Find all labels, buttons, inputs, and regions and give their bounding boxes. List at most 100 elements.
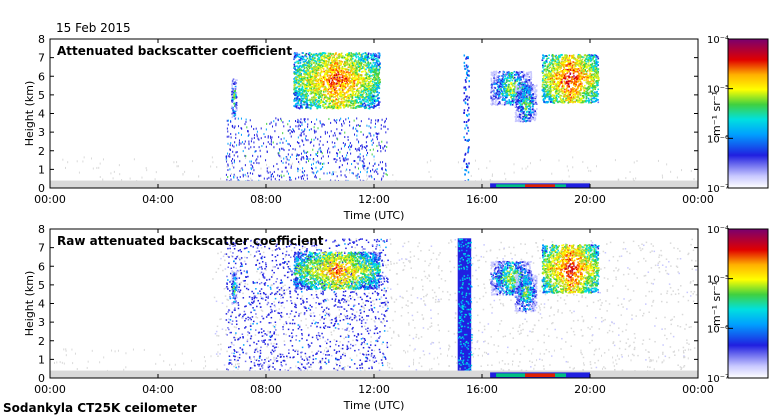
cloud-pixel — [302, 82, 305, 85]
cloud-pixel — [534, 89, 537, 91]
cloud-pixel — [294, 90, 296, 93]
cloud-pixel — [587, 85, 590, 88]
cloud-pixel — [594, 66, 596, 68]
cloud-pixel — [302, 78, 304, 81]
cloud-pixel — [371, 82, 374, 85]
cloud-pixel — [360, 71, 363, 73]
cloud-pixel — [564, 68, 566, 71]
cloud-pixel — [335, 82, 338, 85]
cloud-pixel — [572, 90, 574, 93]
cloud-pixel — [352, 105, 355, 107]
cloud-pixel — [339, 71, 341, 73]
cloud-pixel — [370, 106, 373, 108]
cloud-pixel — [511, 95, 514, 97]
cloud-pixel — [350, 57, 353, 60]
cloud-pixel — [507, 72, 510, 74]
cloud-pixel — [340, 63, 342, 66]
cloud-pixel — [350, 60, 353, 62]
cloud-pixel — [558, 65, 561, 67]
cloud-pixel — [354, 106, 357, 109]
cloud-pixel — [328, 78, 331, 81]
cloud-pixel — [530, 116, 533, 119]
cloud-pixel — [528, 98, 531, 100]
cloud-pixel — [330, 84, 332, 87]
cloud-pixel — [514, 111, 517, 114]
cloud-pixel — [524, 116, 527, 119]
cloud-pixel — [233, 93, 236, 95]
cloud-pixel — [597, 80, 599, 82]
cloud-pixel — [517, 77, 520, 80]
cloud-pixel — [513, 92, 516, 94]
cloud-pixel — [316, 78, 319, 80]
cloud-pixel — [304, 64, 306, 66]
cloud-pixel — [541, 72, 544, 74]
cloud-pixel — [353, 88, 356, 90]
cloud-pixel — [496, 81, 499, 84]
cloud-pixel — [370, 58, 373, 61]
cloud-pixel — [533, 113, 536, 116]
cloud-pixel — [360, 64, 363, 66]
cloud-pixel — [372, 90, 375, 92]
cloud-pixel — [301, 95, 303, 97]
cloud-pixel — [529, 100, 532, 102]
cloud-pixel — [318, 94, 320, 96]
cloud-pixel — [373, 76, 375, 79]
cloud-pixel — [570, 88, 572, 90]
cloud-pixel — [318, 61, 321, 63]
cloud-pixel — [351, 96, 354, 98]
cloud-pixel — [557, 63, 560, 65]
cloud-pixel — [232, 78, 235, 81]
cloud-pixel — [357, 61, 360, 63]
cloud-pixel — [518, 78, 520, 81]
cloud-pixel — [519, 79, 521, 81]
cloud-pixel — [508, 73, 511, 75]
cloud-pixel — [589, 71, 591, 73]
cloud-pixel — [342, 93, 344, 96]
cloud-pixel — [378, 68, 381, 71]
cloud-pixel — [329, 104, 331, 107]
cloud-pixel — [521, 81, 524, 84]
cloud-pixel — [527, 113, 530, 116]
cloud-pixel — [320, 77, 323, 80]
cloud-pixel — [358, 96, 361, 99]
cloud-pixel — [506, 102, 508, 105]
cloud-pixel — [293, 84, 296, 87]
cloud-pixel — [312, 99, 314, 102]
cloud-pixel — [544, 75, 547, 77]
cloud-pixel — [315, 54, 317, 57]
cloud-pixel — [327, 63, 330, 66]
cloud-pixel — [554, 88, 557, 91]
cloud-pixel — [306, 105, 309, 108]
cloud-pixel — [319, 102, 322, 104]
cloud-pixel — [370, 89, 373, 92]
cloud-pixel — [377, 56, 379, 58]
cloud-pixel — [528, 111, 530, 113]
cloud-pixel — [522, 112, 524, 115]
cloud-pixel — [373, 95, 376, 98]
cloud-pixel — [528, 117, 531, 119]
cloud-pixel — [515, 71, 518, 73]
cloud-pixel — [524, 93, 527, 95]
cloud-pixel — [299, 78, 301, 80]
cloud-pixel — [298, 76, 300, 79]
cloud-pixel — [375, 82, 378, 84]
cloud-pixel — [378, 85, 380, 88]
cloud-pixel — [373, 106, 375, 108]
cloud-pixel — [527, 79, 529, 82]
feature-thick_cloud — [514, 83, 538, 123]
cloud-pixel — [320, 58, 323, 60]
cloud-pixel — [326, 78, 328, 81]
cloud-pixel — [355, 83, 358, 86]
cloud-pixel — [535, 89, 538, 91]
cloud-pixel — [304, 93, 307, 96]
cloud-pixel — [519, 72, 522, 74]
cloud-pixel — [309, 60, 311, 63]
cloud-pixel — [234, 116, 237, 119]
cloud-pixel — [592, 78, 594, 80]
cloud-pixel — [328, 83, 331, 86]
cloud-pixel — [296, 104, 299, 107]
cloud-pixel — [578, 92, 581, 94]
cloud-pixel — [299, 64, 302, 67]
cloud-pixel — [491, 82, 494, 84]
cloud-pixel — [528, 120, 530, 122]
